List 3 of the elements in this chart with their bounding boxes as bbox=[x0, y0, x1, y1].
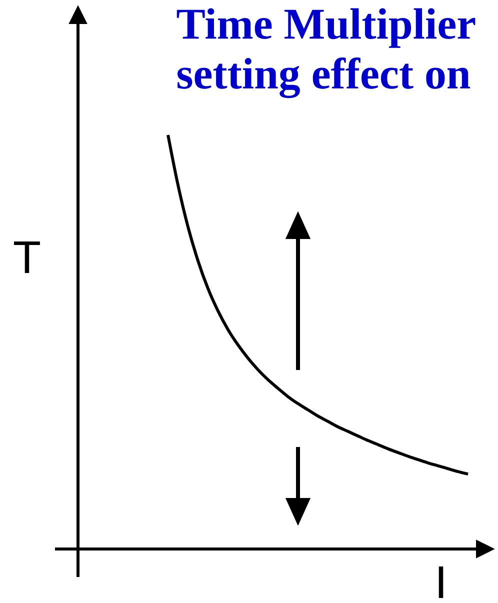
x-axis-title: I bbox=[438, 566, 444, 598]
y-axis-title: T bbox=[14, 241, 40, 273]
chart-title: Time Multiplier setting effect on bbox=[176, 8, 476, 98]
